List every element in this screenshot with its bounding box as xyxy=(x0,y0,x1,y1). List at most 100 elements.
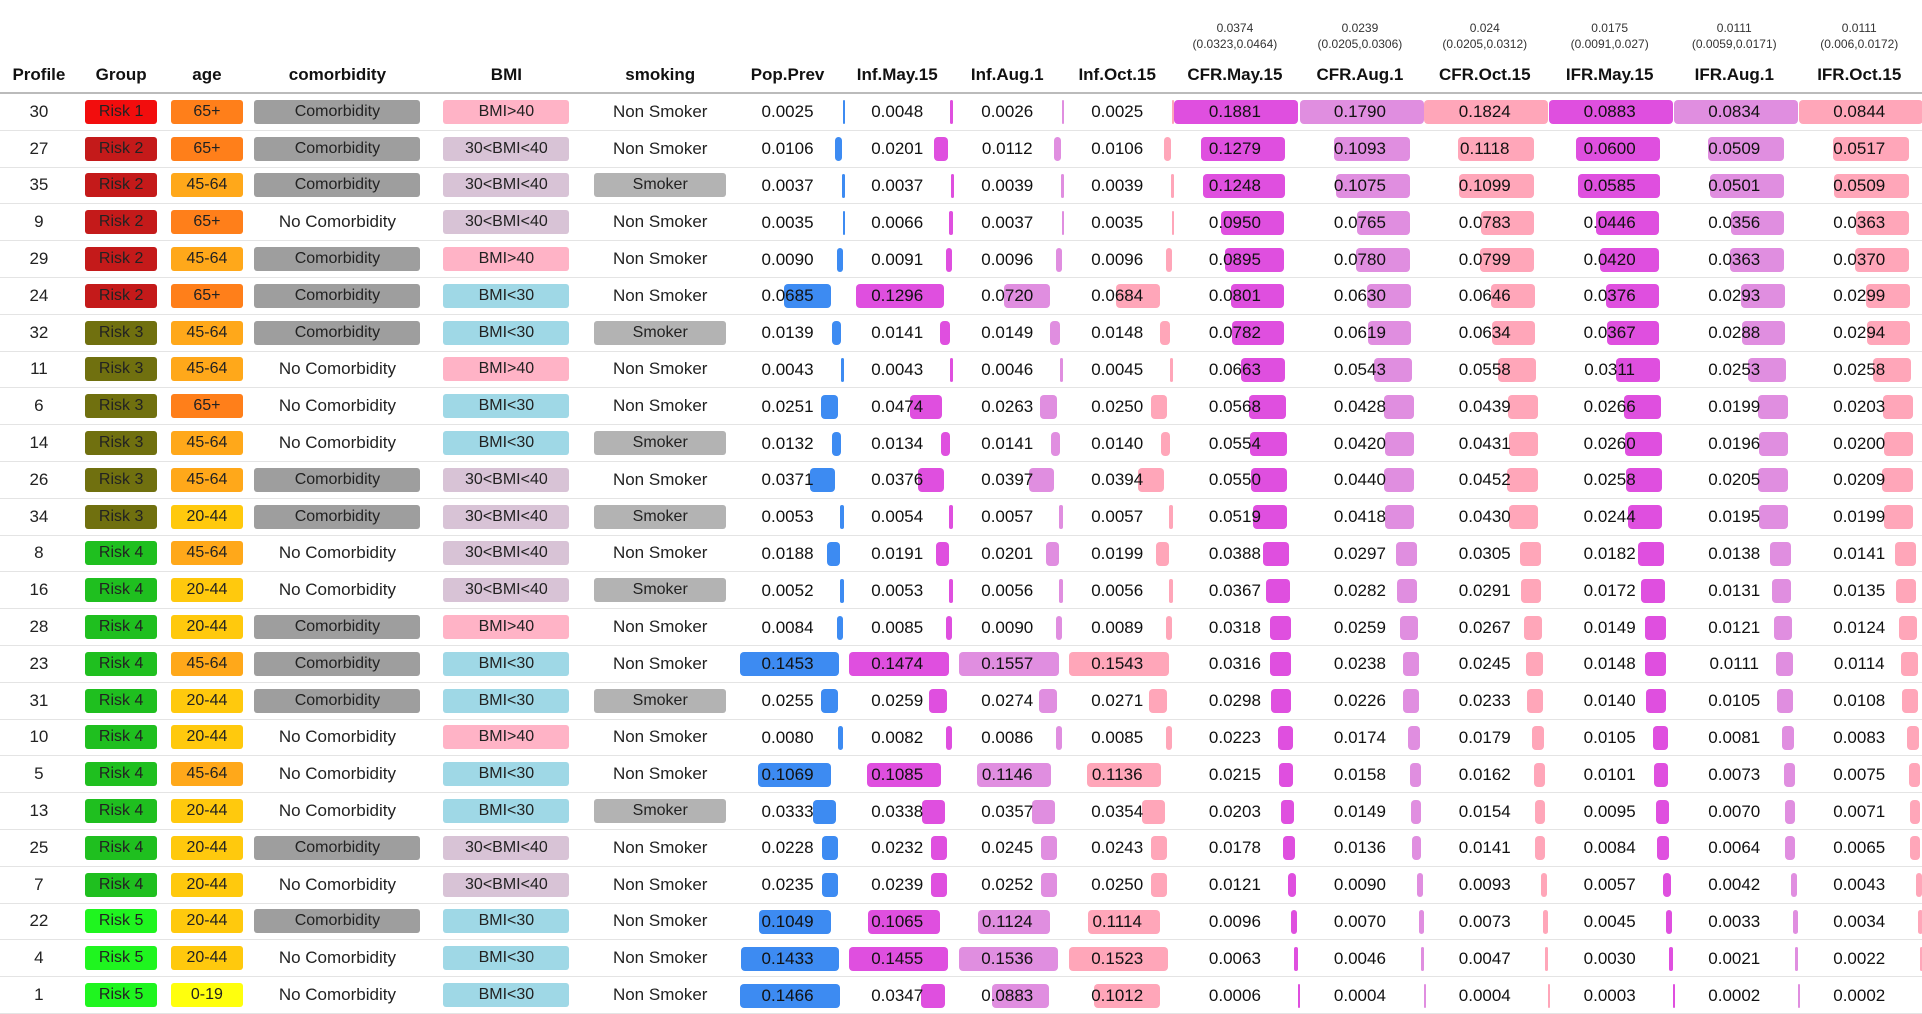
comorbidity-cell: Comorbidity xyxy=(249,277,426,315)
value-bar-cell: 0.0251 xyxy=(733,389,842,424)
inf-aug-1-cell: 0.0039 xyxy=(952,167,1065,205)
value-label: 0.0367 xyxy=(1208,580,1261,600)
value-label: 0.0376 xyxy=(871,470,924,490)
value-label: 0.1118 xyxy=(1460,139,1510,159)
value-bar xyxy=(1872,357,1911,382)
value-label: 0.0288 xyxy=(1708,323,1761,343)
value-bar xyxy=(1069,652,1170,677)
value-bar xyxy=(1056,247,1063,272)
value-bar-cell: 0.1466 xyxy=(733,978,842,1013)
cfr-aug-1-cell: 0.0282 xyxy=(1297,571,1423,610)
value-bar xyxy=(1166,615,1173,640)
value-label: 0.1453 xyxy=(761,654,814,674)
value-bar-cell: 0.1536 xyxy=(952,941,1062,976)
cfr-oct-15-cell: 0.0634 xyxy=(1422,314,1548,352)
bmi-cell: 30<BMI<40 xyxy=(425,130,588,168)
value-bar-cell: 0.0191 xyxy=(842,536,952,571)
smoking-cell: Non Smoker xyxy=(587,866,734,904)
value-bar-cell: 0.0065 xyxy=(1797,830,1922,865)
inf-oct-15-cell: 0.0199 xyxy=(1062,535,1173,573)
summary-empty xyxy=(952,0,1062,58)
value-bar-cell: 0.0082 xyxy=(842,720,952,755)
value-bar xyxy=(1396,578,1417,603)
value-bar-cell: 0.0136 xyxy=(1298,830,1423,865)
bmi-badge: BMI<30 xyxy=(443,909,570,934)
group-cell: Risk 2 xyxy=(77,277,165,315)
value-bar xyxy=(1407,725,1420,750)
value-label: 0.1279 xyxy=(1208,139,1261,159)
value-label: 0.0108 xyxy=(1833,691,1886,711)
cfr-may-15-cell: 0.0318 xyxy=(1172,608,1298,646)
cfr-oct-15-cell: 0.0439 xyxy=(1422,387,1548,426)
value-bar xyxy=(1333,137,1410,162)
value-label: 0.0558 xyxy=(1458,359,1511,379)
age-badge: 45-64 xyxy=(170,320,243,345)
cfr-aug-1-cell: 0.0428 xyxy=(1297,387,1423,426)
value-bar xyxy=(1291,909,1298,934)
value-label: 0.0093 xyxy=(1458,875,1511,895)
smoking-cell: Non Smoker xyxy=(587,461,734,499)
value-bar xyxy=(1151,836,1168,861)
value-bar-cell: 0.0002 xyxy=(1797,978,1922,1013)
value-label: 0.0630 xyxy=(1333,286,1386,306)
cfr-aug-1-cell: 0.0070 xyxy=(1297,903,1424,941)
value-bar-cell: 0.0245 xyxy=(1422,646,1547,681)
bmi-badge: 30<BMI<40 xyxy=(443,210,570,235)
value-bar xyxy=(1060,357,1064,382)
value-bar xyxy=(1626,468,1663,493)
value-label: 0.0199 xyxy=(1708,396,1761,416)
value-bar xyxy=(840,505,845,530)
bmi-cell: BMI>40 xyxy=(425,608,588,646)
value-bar-cell: 0.0045 xyxy=(1062,352,1174,387)
value-label: 0.0141 xyxy=(981,433,1034,453)
ifr-oct-15-cell: 0.0363 xyxy=(1796,203,1922,242)
value-bar-cell: 0.0782 xyxy=(1172,315,1297,350)
value-bar xyxy=(843,210,846,235)
value-bar-cell: 0.0440 xyxy=(1298,462,1423,497)
value-bar-cell: 0.0188 xyxy=(733,536,842,571)
value-label: 0.1557 xyxy=(981,654,1034,674)
value-label: 0.0799 xyxy=(1458,249,1511,269)
value-label: 0.0182 xyxy=(1583,543,1636,563)
value-label: 0.0158 xyxy=(1333,764,1386,784)
value-label: 0.0105 xyxy=(1708,691,1761,711)
value-label: 0.0585 xyxy=(1583,175,1636,195)
value-bar xyxy=(840,578,845,603)
value-label: 0.0178 xyxy=(1208,838,1261,858)
comorbidity-cell: Comorbidity xyxy=(249,645,426,683)
cfr-oct-15-cell: 0.0047 xyxy=(1422,939,1549,978)
value-bar-cell: 0.0394 xyxy=(1062,462,1172,497)
value-label: 0.0634 xyxy=(1458,323,1511,343)
inf-aug-1-cell: 0.0090 xyxy=(952,608,1063,646)
ifr-oct-15-cell: 0.0509 xyxy=(1796,167,1922,205)
cfr-may-15-cell: 0.1248 xyxy=(1172,167,1298,205)
value-bar-cell: 0.0121 xyxy=(1672,610,1797,645)
age-cell: 65+ xyxy=(164,387,250,426)
age-cell: 65+ xyxy=(164,130,250,168)
value-label: 0.0244 xyxy=(1583,507,1636,527)
value-bar-cell: 0.0046 xyxy=(1298,941,1424,976)
group-cell: Risk 3 xyxy=(77,351,165,389)
value-bar xyxy=(835,137,843,162)
value-label: 0.0096 xyxy=(1091,249,1144,269)
value-bar xyxy=(1138,468,1165,493)
value-bar xyxy=(933,137,948,162)
value-label: 0.0431 xyxy=(1458,433,1511,453)
cfr-may-15-cell: 0.0554 xyxy=(1172,424,1298,462)
value-bar-cell: 0.0083 xyxy=(1797,720,1922,755)
comorbidity-badge: Comorbidity xyxy=(254,247,421,272)
value-bar-cell: 0.0084 xyxy=(1547,830,1672,865)
value-label: 0.0096 xyxy=(981,249,1034,269)
value-bar xyxy=(1250,431,1288,456)
ifr-oct-15-cell: 0.0200 xyxy=(1796,424,1922,462)
value-bar-cell: 0.1824 xyxy=(1422,94,1549,129)
value-bar xyxy=(1524,615,1543,640)
value-bar-cell: 0.0245 xyxy=(952,830,1062,865)
value-bar-cell: 0.0203 xyxy=(1797,389,1922,424)
value-bar-cell: 0.0258 xyxy=(1797,352,1922,387)
value-label: 0.0209 xyxy=(1833,470,1886,490)
value-bar xyxy=(1039,689,1058,714)
age-badge: 65+ xyxy=(170,136,243,161)
group-badge: Risk 4 xyxy=(85,725,158,750)
cfr-oct-15-cell: 0.0452 xyxy=(1422,461,1548,499)
